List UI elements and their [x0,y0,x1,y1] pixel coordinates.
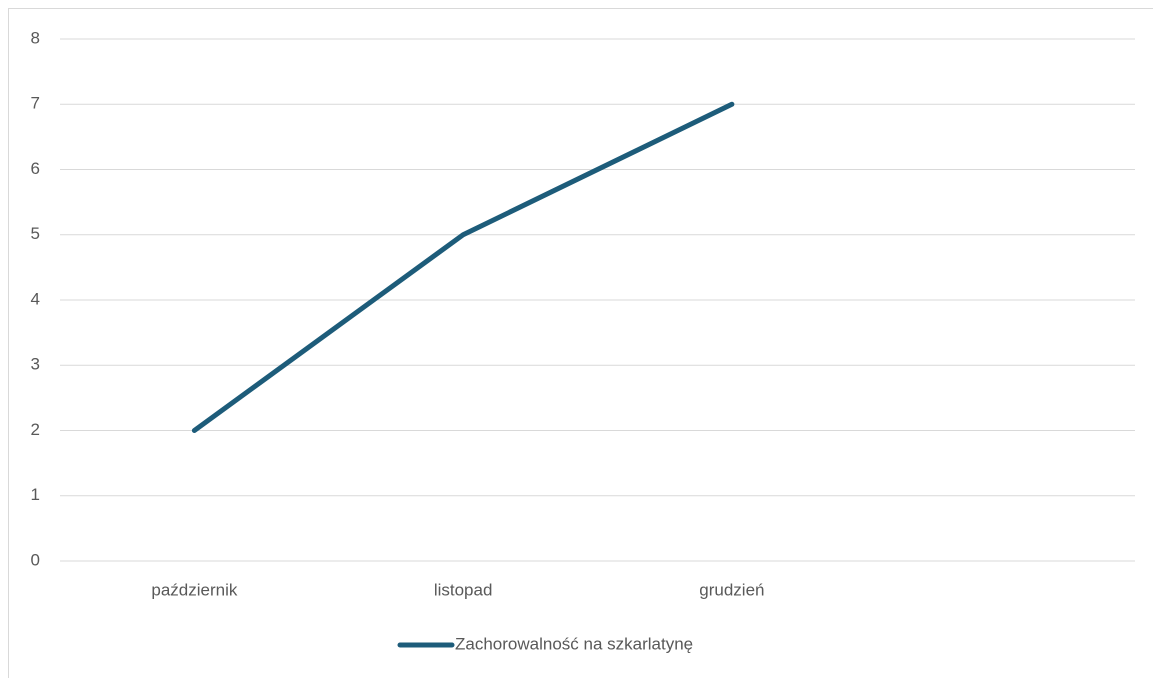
y-tick-label: 4 [31,289,40,308]
y-tick-label: 3 [31,355,40,374]
y-tick-label: 0 [31,550,40,569]
data-line [191,101,735,433]
x-tick-label: październik [151,580,237,599]
x-tick-label: grudzień [699,580,764,599]
y-tick-label: 7 [31,94,40,113]
y-tick-label: 6 [31,159,40,178]
legend-label: Zachorowalność na szkarlatynę [455,634,693,653]
y-tick-label: 5 [31,224,40,243]
y-tick-label: 8 [31,28,40,47]
y-tick-label: 1 [31,485,40,504]
y-tick-label: 2 [31,420,40,439]
x-tick-label: listopad [434,580,493,599]
